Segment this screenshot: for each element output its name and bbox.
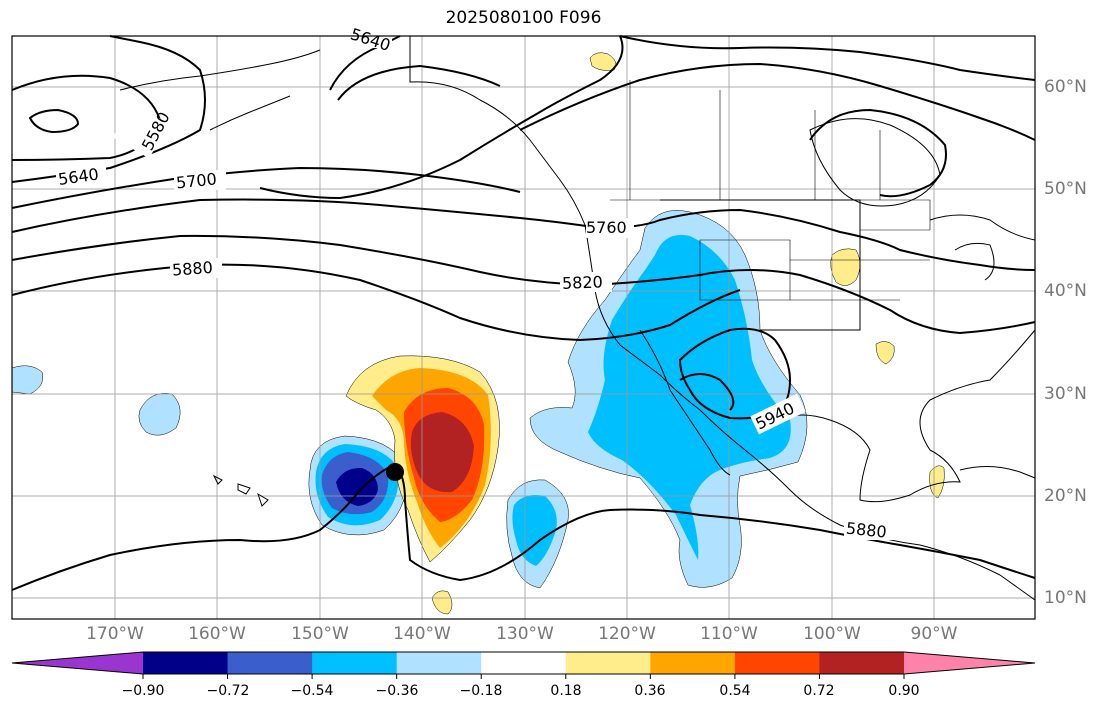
colorbar-segment bbox=[650, 652, 736, 674]
gulf-coast bbox=[779, 329, 1036, 503]
colorbar-tick: 0.54 bbox=[719, 683, 751, 699]
canada-border bbox=[610, 199, 931, 230]
colorbar-extend-high bbox=[904, 652, 1035, 674]
lon-label: 100°W bbox=[803, 624, 861, 644]
contour-label-5880-left: 5880 bbox=[171, 258, 213, 280]
colorbar-tick: −0.90 bbox=[121, 683, 165, 699]
colorbar-segments bbox=[11, 651, 1036, 679]
colorbar-tick: 0.18 bbox=[550, 683, 582, 699]
colorbar bbox=[11, 651, 1036, 679]
lat-label: 60°N bbox=[1044, 77, 1087, 97]
state-border-3 bbox=[790, 229, 930, 301]
lon-label: 150°W bbox=[291, 624, 349, 644]
lon-label: 140°W bbox=[393, 624, 451, 644]
contour-labels: 5580 5640 5640 5700 5760 5820 5880 5880 … bbox=[56, 24, 896, 542]
colorbar-tick: −0.72 bbox=[206, 683, 250, 699]
lat-label: 20°N bbox=[1044, 486, 1087, 506]
contour-north-east-2 bbox=[519, 62, 1036, 141]
map-frame bbox=[11, 35, 1036, 620]
lon-label: 90°W bbox=[910, 624, 958, 644]
baja bbox=[639, 329, 731, 476]
hawaii-3 bbox=[257, 492, 269, 507]
contour-ring-east bbox=[809, 108, 947, 198]
contour-label-5820: 5820 bbox=[562, 272, 603, 292]
lon-label: 170°W bbox=[86, 624, 144, 644]
height-contours bbox=[11, 35, 1036, 591]
contour-label-5700: 5700 bbox=[175, 169, 217, 192]
great-lakes bbox=[929, 214, 1036, 281]
colorbar-segment bbox=[565, 652, 651, 674]
page-title: 2025080100 F096 bbox=[445, 8, 602, 28]
contour-5760 bbox=[11, 198, 1036, 271]
cuba bbox=[959, 466, 1036, 479]
yellow-patch-yucatan bbox=[929, 465, 945, 499]
contour-ring-north bbox=[337, 64, 501, 101]
lon-label: 130°W bbox=[496, 624, 554, 644]
yellow-patch-plains bbox=[830, 248, 861, 286]
lon-label: 160°W bbox=[188, 624, 246, 644]
colorbar-segment bbox=[481, 652, 567, 674]
hawaii-2 bbox=[237, 483, 251, 495]
colorbar-tick: 0.36 bbox=[634, 683, 666, 699]
anomaly-shading bbox=[11, 52, 945, 615]
storm-center-marker bbox=[386, 463, 404, 481]
yellow-patch-gulf bbox=[875, 341, 895, 365]
yellow-patch-south bbox=[431, 590, 453, 615]
neg-anomaly-south-core bbox=[512, 495, 557, 566]
colorbar-segment bbox=[312, 652, 398, 674]
lon-label: 110°W bbox=[700, 624, 758, 644]
lat-label: 40°N bbox=[1044, 281, 1087, 301]
contour-us-loop bbox=[679, 373, 735, 411]
colorbar-segment bbox=[819, 652, 905, 674]
neg-anomaly-us-light bbox=[588, 234, 791, 560]
colorbar-tick: −0.18 bbox=[459, 683, 503, 699]
yellow-patch-alaska bbox=[589, 52, 617, 71]
hawaii-1 bbox=[212, 474, 223, 485]
colorbar-tick: 0.72 bbox=[803, 683, 835, 699]
colorbar-tick: −0.54 bbox=[290, 683, 334, 699]
map-canvas: 5580 5640 5640 5700 5760 5820 5880 5880 … bbox=[11, 24, 1036, 620]
colorbar-segment bbox=[396, 652, 482, 674]
lon-label: 120°W bbox=[598, 624, 656, 644]
canada-provinces bbox=[629, 80, 881, 200]
contour-low-center bbox=[28, 108, 80, 134]
hudson-bay bbox=[809, 118, 941, 207]
lat-label: 30°N bbox=[1044, 384, 1087, 404]
pos-anomaly-darkred bbox=[410, 412, 474, 493]
colorbar-segment bbox=[143, 652, 229, 674]
contour-label-5880-right: 5880 bbox=[845, 519, 887, 542]
lat-label: 50°N bbox=[1044, 179, 1087, 199]
lat-label: 10°N bbox=[1044, 588, 1087, 608]
pale-blue-patch-west bbox=[11, 365, 43, 395]
aleutians bbox=[119, 49, 321, 91]
colorbar-segment bbox=[734, 652, 820, 674]
colorbar-tick: 0.90 bbox=[888, 683, 920, 699]
aleutians-islands bbox=[209, 95, 291, 131]
contour-5940 bbox=[678, 327, 792, 420]
colorbar-segment bbox=[227, 652, 313, 674]
colorbar-tick: −0.36 bbox=[375, 683, 419, 699]
contour-label-5760: 5760 bbox=[586, 218, 627, 237]
contour-5700 bbox=[11, 166, 521, 209]
contour-north-east bbox=[619, 35, 1036, 81]
colorbar-extend-low bbox=[12, 652, 143, 674]
